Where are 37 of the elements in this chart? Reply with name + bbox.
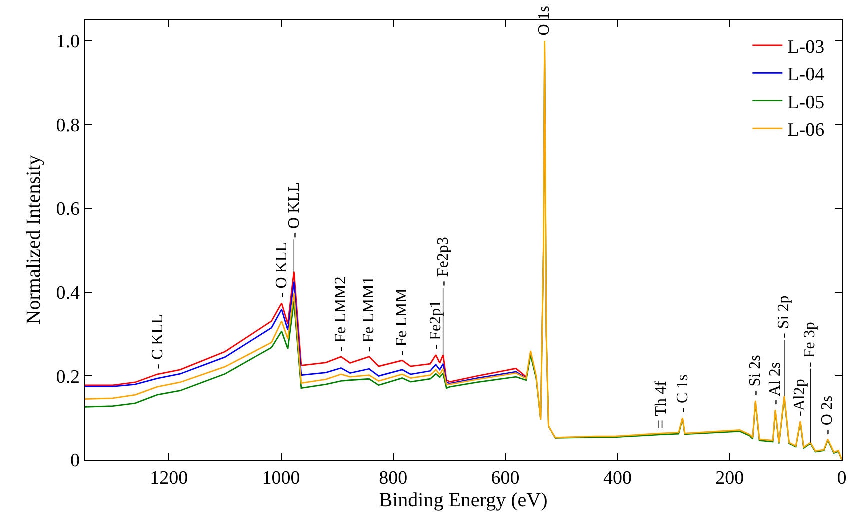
x-tick-label: 800 (379, 468, 408, 489)
legend-label: L-06 (788, 120, 825, 141)
y-axis-title: Normalized Intensity (22, 155, 45, 325)
annotation: - Fe2p3 (435, 237, 452, 286)
x-tick-label: 600 (491, 468, 520, 489)
x-tick-label: 0 (837, 468, 847, 489)
x-axis-title: Binding Energy (eV) (379, 489, 548, 512)
x-tick-label: 200 (716, 468, 744, 489)
line-series (85, 40, 842, 460)
legend-label: L-05 (788, 92, 825, 114)
annotation: - Fe LMM1 (360, 276, 378, 352)
annotation: - Si 2s (747, 355, 764, 396)
annotation: = Th 4f (652, 380, 670, 429)
x-tick-label: 400 (603, 468, 632, 489)
x-tick-label: 1200 (150, 468, 188, 489)
annotation: - Fe 3p (802, 322, 819, 368)
annotation: -Al2p (792, 379, 809, 416)
y-tick-label: 0 (70, 450, 80, 472)
annotation: - Si 2p (775, 296, 792, 338)
annotation: - O 2s (819, 396, 836, 435)
y-tick-label: 0.2 (56, 366, 80, 388)
y-tick-label: 0.8 (56, 115, 80, 136)
annotation: - Fe2p1 (427, 300, 444, 350)
y-tick-label: 0.6 (56, 199, 80, 220)
legend-label: L-03 (788, 36, 825, 58)
annotation: O 1s (536, 6, 553, 36)
annotation: - Al 2s (766, 362, 784, 406)
x-tick-label: 1000 (262, 468, 300, 489)
annotation: - C KLL (149, 314, 166, 370)
y-tick-label: 1.0 (56, 32, 80, 53)
annotation: - Fe LMM2 (332, 276, 350, 352)
legend-label: L-04 (788, 64, 826, 86)
annotation: - C 1s (674, 374, 692, 413)
annotation: - O KLL (286, 182, 304, 238)
y-tick-label: 0.4 (56, 283, 80, 304)
annotation: - Fe LMM (394, 288, 411, 356)
annotation: - O KLL (274, 242, 291, 298)
